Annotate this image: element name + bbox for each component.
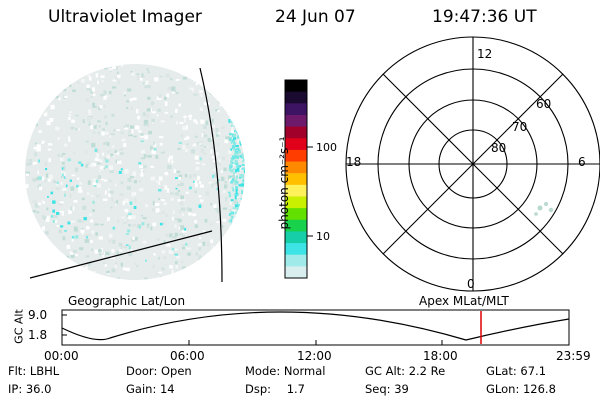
color-scale-bar <box>285 80 307 279</box>
info-door-value: Open <box>160 364 192 378</box>
colorbar-unit-label: photon cm⁻²s⁻¹ <box>277 136 291 230</box>
date-label: 24 Jun 07 <box>275 7 356 27</box>
apex-title: Apex MLat/MLT <box>419 294 509 308</box>
colorbar-segment <box>285 103 307 116</box>
colorbar-tick-label-10: 10 <box>316 230 330 243</box>
colorbar-tick-label-100: 100 <box>316 141 337 154</box>
color-scale-frame <box>284 79 308 279</box>
info-glat: GLat: 67.1 <box>486 364 547 378</box>
mlt-label-6: 6 <box>578 155 586 169</box>
info-gcalt: GC Alt: 2.2 Re <box>365 364 446 378</box>
xtick-label-1800: 18:00 <box>423 349 458 363</box>
geographic-title: Geographic Lat/Lon <box>68 294 186 308</box>
info-ip: IP: 36.0 <box>8 382 52 396</box>
info-mode: Mode: Normal <box>245 364 326 378</box>
colorbar-segment <box>285 80 307 93</box>
info-glon-value: 126.8 <box>522 382 556 396</box>
ytick-label-1-8: 1.8 <box>28 328 48 342</box>
polar-aurora-speckle <box>534 202 554 216</box>
info-glon: GLon: 126.8 <box>486 382 556 396</box>
info-door: Door: Open <box>126 364 192 378</box>
colorbar-segment <box>285 254 307 267</box>
colorbar-segment <box>285 91 307 104</box>
colorbar-segment <box>285 173 307 186</box>
colorbar-segment <box>285 161 307 174</box>
colorbar-segment <box>285 114 307 128</box>
info-seq: Seq: 39 <box>365 382 409 396</box>
info-flt-value: LBHL <box>29 364 60 378</box>
altitude-curve <box>61 311 570 341</box>
lat-label-60: 60 <box>536 97 552 111</box>
altitude-panel-frame <box>61 309 570 346</box>
time-label: 19:47:36 UT <box>432 7 537 27</box>
colorbar-segment <box>285 149 307 163</box>
info-gain: Gain: 14 <box>126 382 175 396</box>
colorbar-segment <box>285 266 307 279</box>
colorbar-segment <box>285 138 307 151</box>
lat-label-70: 70 <box>512 120 528 134</box>
colorbar-segment <box>285 208 307 221</box>
colorbar-segment <box>285 126 307 139</box>
xtick-label-0600: 06:00 <box>170 349 205 363</box>
polar-mlt-plot <box>345 36 600 292</box>
terminator-line <box>199 67 223 283</box>
info-mode-value: Normal <box>283 364 326 378</box>
info-seq-value: 39 <box>394 382 409 396</box>
geographic-boundary-line <box>29 230 213 279</box>
info-flt: Flt: LBHL <box>8 364 60 378</box>
xtick-label-0000: 00:00 <box>44 349 79 363</box>
info-ip-value: 36.0 <box>25 382 52 396</box>
colorbar-segment <box>285 196 307 209</box>
altitude-xticks <box>61 340 570 345</box>
mlt-label-12: 12 <box>477 47 493 61</box>
info-gcalt-value: 2.2 Re <box>408 364 446 378</box>
colorbar-segment <box>285 219 307 232</box>
info-gain-value: 14 <box>159 382 175 396</box>
colorbar-segment <box>285 184 307 197</box>
info-dsp: Dsp: 1.7 <box>245 382 305 396</box>
colorbar-segment <box>285 231 307 244</box>
xtick-label-2359: 23:59 <box>556 349 591 363</box>
altitude-ylabel: GC Alt <box>12 309 26 344</box>
mlt-label-18: 18 <box>346 155 362 169</box>
lat-label-80: 80 <box>491 141 507 155</box>
imager-title: Ultraviolet Imager <box>48 7 202 27</box>
xtick-label-1200: 12:00 <box>297 349 332 363</box>
mlt-label-0: 0 <box>467 277 475 291</box>
ytick-label-9: 9.0 <box>28 308 48 322</box>
colorbar-segment <box>285 243 307 256</box>
info-dsp-value: 1.7 <box>286 382 305 396</box>
info-glat-value: 67.1 <box>520 364 547 378</box>
